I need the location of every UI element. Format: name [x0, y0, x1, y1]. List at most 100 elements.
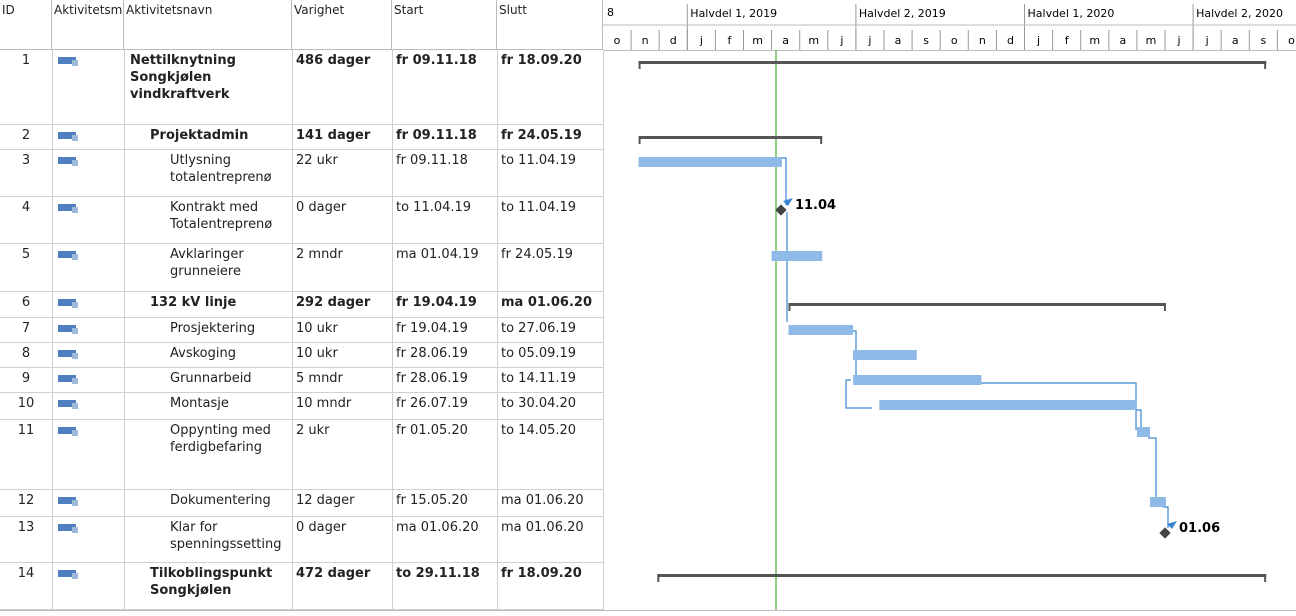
task-duration: 292 dager [296, 295, 371, 310]
mode-arrow [72, 160, 78, 166]
row-line [0, 609, 603, 610]
mode-arrow [72, 430, 78, 436]
month-label: m [808, 34, 819, 47]
row-line [0, 516, 603, 517]
task-finish: fr 24.05.19 [501, 247, 573, 262]
task-name: Utlysning totalentreprenø [170, 153, 272, 185]
summary-end [820, 136, 823, 144]
half-label: Halvdel 1, 2020 [1028, 7, 1115, 20]
month-label: a [895, 34, 902, 47]
mode-arrow [72, 353, 78, 359]
task-bar [788, 325, 854, 335]
mode-icon [58, 400, 76, 407]
row-line [0, 419, 603, 420]
row-line [0, 367, 603, 368]
milestone [1159, 527, 1171, 539]
month-label: a [1119, 34, 1126, 47]
row-line [0, 149, 603, 150]
summary-body [638, 61, 1267, 64]
mode-icon [58, 427, 76, 434]
task-start: to 11.04.19 [396, 200, 472, 215]
task-start: fr 01.05.20 [396, 423, 468, 438]
month-label: o [1288, 34, 1295, 47]
task-finish: to 30.04.20 [501, 396, 577, 411]
task-start: to 29.11.18 [396, 566, 480, 581]
column-header: Aktivitetsnavn [124, 0, 292, 50]
summary-end [1264, 61, 1267, 69]
task-start: fr 19.04.19 [396, 295, 477, 310]
mode-arrow [72, 254, 78, 260]
task-duration: 0 dager [296, 520, 347, 535]
task-name: Dokumentering [170, 493, 271, 508]
task-id: 10 [17, 396, 35, 411]
milestone-arrow [1167, 521, 1177, 529]
month-label: s [1260, 34, 1266, 47]
task-bar [638, 157, 782, 167]
row-line [0, 196, 603, 197]
task-name: Nettilknytning Songkjølen vindkraftverk [130, 53, 236, 102]
half-label: Halvdel 1, 2019 [690, 7, 777, 20]
summary-bar [638, 61, 1267, 69]
mode-icon [58, 299, 76, 306]
task-start: fr 28.06.19 [396, 346, 468, 361]
summary-end [788, 303, 791, 311]
task-finish: fr 24.05.19 [501, 128, 582, 143]
task-id: 12 [17, 493, 35, 508]
mode-arrow [72, 135, 78, 141]
task-start: ma 01.04.19 [396, 247, 479, 262]
summary-end [638, 61, 641, 69]
task-id: 13 [17, 520, 35, 535]
task-id: 14 [17, 566, 35, 581]
month-label: m [1089, 34, 1100, 47]
column-line [603, 50, 604, 610]
task-name: Montasje [170, 396, 229, 411]
task-start: fr 09.11.18 [396, 153, 468, 168]
summary-body [788, 303, 1166, 306]
row-line [0, 342, 603, 343]
mode-arrow [72, 207, 78, 213]
task-bar [853, 375, 982, 385]
month-label: j [839, 34, 843, 47]
task-finish: ma 01.06.20 [501, 520, 584, 535]
column-line [497, 50, 498, 610]
mode-icon [58, 350, 76, 357]
month-label: m [752, 34, 763, 47]
column-line [52, 50, 53, 610]
summary-end [1163, 303, 1166, 311]
row-line [0, 317, 603, 318]
task-bar [1136, 427, 1151, 437]
task-id: 7 [21, 321, 31, 336]
column-header: Start [392, 0, 497, 50]
task-start: ma 01.06.20 [396, 520, 479, 535]
timescale-header [603, 0, 1296, 51]
mode-icon [58, 524, 76, 531]
task-bar [1150, 497, 1166, 507]
mode-arrow [72, 527, 78, 533]
task-finish: to 27.06.19 [501, 321, 577, 336]
task-name: Oppynting med ferdigbefaring [170, 423, 271, 455]
task-finish: to 14.11.19 [501, 371, 577, 386]
task-finish: to 11.04.19 [501, 153, 577, 168]
month-label: f [728, 34, 733, 47]
task-finish: to 05.09.19 [501, 346, 577, 361]
mode-arrow [72, 60, 78, 66]
task-bar [853, 350, 917, 360]
task-id: 9 [21, 371, 31, 386]
half-label: Halvdel 2, 2019 [859, 7, 946, 20]
task-duration: 0 dager [296, 200, 347, 215]
month-label: n [642, 34, 649, 47]
task-id: 11 [17, 423, 35, 438]
column-header: ID [0, 0, 52, 50]
task-duration: 486 dager [296, 53, 371, 68]
task-finish: ma 01.06.20 [501, 295, 592, 310]
milestone-arrow [782, 198, 793, 206]
column-header: Aktivitetsmodus [52, 0, 124, 50]
milestone-label: 01.06 [1179, 521, 1220, 536]
task-name: 132 kV linje [150, 295, 237, 310]
dependency-links [781, 157, 1169, 528]
month-label: j [1036, 34, 1040, 47]
task-name: Prosjektering [170, 321, 256, 336]
summary-body [638, 136, 823, 139]
